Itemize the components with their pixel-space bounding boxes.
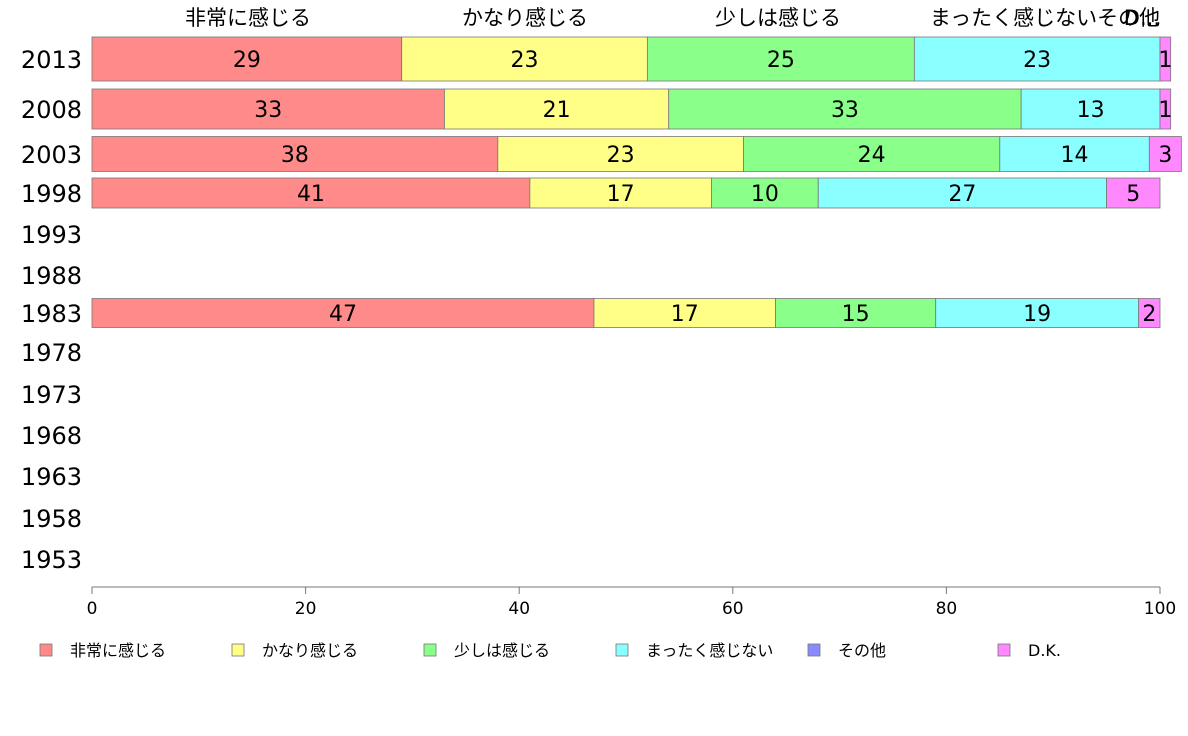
category-label: 1963 xyxy=(21,463,82,491)
bar-value-label: 23 xyxy=(511,48,539,73)
legend-swatch xyxy=(615,643,629,657)
bar-segment xyxy=(91,177,531,209)
bar-value-label: 5 xyxy=(1126,182,1140,207)
bar-segment xyxy=(817,177,1107,209)
bar-segment xyxy=(1020,88,1161,130)
bar-value-label: 41 xyxy=(297,182,325,207)
bar-segment xyxy=(668,88,1022,130)
legend-label: その他 xyxy=(838,641,886,660)
bar-segment xyxy=(91,136,499,172)
bar-value-label: 15 xyxy=(842,302,870,327)
bar-value-label: 17 xyxy=(671,302,699,327)
bar-value-label: 23 xyxy=(1023,48,1051,73)
bar-segment xyxy=(401,36,648,82)
category-label: 1983 xyxy=(21,300,82,328)
legend-label: D.K. xyxy=(1028,641,1061,660)
bar-segment xyxy=(743,136,1001,172)
bar-segment xyxy=(1138,298,1161,328)
bar-segment xyxy=(91,36,403,82)
category-label: 2003 xyxy=(21,141,82,169)
category-label: 1973 xyxy=(21,381,82,409)
bar-segment xyxy=(529,177,712,209)
legend-label: 非常に感じる xyxy=(70,641,166,660)
legend-label: かなり感じる xyxy=(262,641,358,660)
bar-value-label: 13 xyxy=(1077,98,1105,123)
legend-swatch xyxy=(807,643,821,657)
category-label: 1993 xyxy=(21,221,82,249)
category-label: 1978 xyxy=(21,339,82,367)
legend-swatch xyxy=(39,643,53,657)
legend-label: 少しは感じる xyxy=(454,641,550,660)
top-series-label: 少しは感じる xyxy=(715,6,841,30)
bar-value-label: 23 xyxy=(607,143,635,168)
bar-segment xyxy=(444,88,670,130)
category-label: 2013 xyxy=(21,46,82,74)
bar-value-label: 21 xyxy=(543,98,571,123)
bar-segment xyxy=(999,136,1150,172)
x-axis-tick-label: 0 xyxy=(87,599,98,619)
category-label: 1998 xyxy=(21,180,82,208)
bar-segment xyxy=(91,88,445,130)
x-axis-tick-label: 100 xyxy=(1144,599,1176,619)
category-label: 1953 xyxy=(21,546,82,574)
bar-value-label: 27 xyxy=(948,182,976,207)
bar-value-label: 17 xyxy=(607,182,635,207)
bar-value-label: 14 xyxy=(1061,143,1089,168)
top-series-label: D... xyxy=(1124,6,1160,30)
bar-segment xyxy=(935,298,1140,328)
bar-value-label: 33 xyxy=(831,98,859,123)
x-axis-tick-label: 80 xyxy=(936,599,958,619)
top-series-label: まったく感じないその他 xyxy=(930,6,1160,30)
bar-segment xyxy=(646,36,915,82)
legend-swatch xyxy=(231,643,245,657)
bar-value-label: 10 xyxy=(751,182,779,207)
bar-segment xyxy=(1159,36,1172,82)
bar-value-label: 2 xyxy=(1142,302,1156,327)
legend-swatch xyxy=(423,643,437,657)
legend-label: まったく感じない xyxy=(646,641,773,660)
category-label: 1968 xyxy=(21,422,82,450)
bar-value-label: 1 xyxy=(1158,98,1172,123)
bar-value-label: 3 xyxy=(1158,143,1172,168)
bar-segment xyxy=(91,298,595,328)
category-label: 1988 xyxy=(21,262,82,290)
bar-segment xyxy=(593,298,776,328)
x-axis-tick-label: 20 xyxy=(295,599,317,619)
bar-segment xyxy=(1106,177,1161,209)
bar-segment xyxy=(1159,88,1172,130)
bar-value-label: 25 xyxy=(767,48,795,73)
bar-segment xyxy=(711,177,819,209)
bar-value-label: 47 xyxy=(329,302,357,327)
bar-segment xyxy=(913,36,1161,82)
category-label: 2008 xyxy=(21,96,82,124)
bar-value-label: 1 xyxy=(1158,48,1172,73)
bar-value-label: 29 xyxy=(233,48,261,73)
top-series-label: 非常に感じる xyxy=(185,6,311,30)
x-axis-tick-label: 40 xyxy=(508,599,530,619)
legend-swatch xyxy=(997,643,1011,657)
bar-segment xyxy=(1148,136,1182,172)
top-series-label: かなり感じる xyxy=(462,6,588,30)
bar-value-label: 19 xyxy=(1023,302,1051,327)
x-axis-tick-label: 60 xyxy=(722,599,744,619)
bar-value-label: 38 xyxy=(281,143,309,168)
bar-value-label: 24 xyxy=(858,143,886,168)
bar-value-label: 33 xyxy=(254,98,282,123)
category-label: 1958 xyxy=(21,505,82,533)
